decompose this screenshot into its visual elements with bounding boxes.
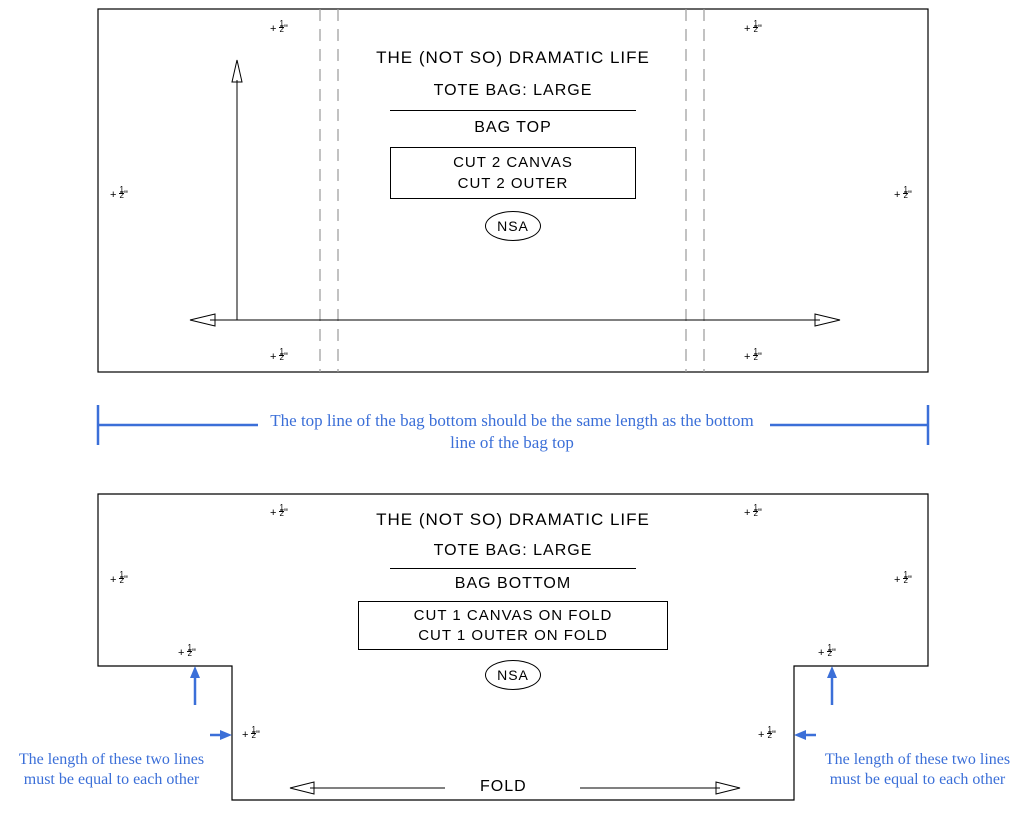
top-panel-labels: THE (NOT SO) DRAMATIC LIFE TOTE BAG: LAR… [350,48,676,241]
half-mark: + 12" [744,506,762,519]
half-mark: + 12" [270,22,288,35]
part-label: BAG BOTTOM [330,575,696,593]
arrowhead [220,730,232,740]
cut-line: CUT 2 OUTER [395,175,631,192]
half-mark: + 12" [894,573,912,586]
fold-label: FOLD [480,778,527,796]
middle-note: The top line of the bag bottom should be… [262,410,762,454]
right-note: The length of these two lines must be eq… [810,750,1024,790]
arrowhead [232,60,242,82]
divider [390,110,636,111]
stamp: NSA [485,660,541,690]
arrowhead [190,314,215,326]
arrowhead [190,666,200,678]
half-mark: + 12" [110,188,128,201]
half-mark: + 12" [242,728,260,741]
cut-line: CUT 1 OUTER ON FOLD [363,627,663,644]
stamp-wrap: NSA [350,211,676,241]
arrowhead [794,730,806,740]
arrowhead [827,666,837,678]
stamp: NSA [485,211,541,241]
cut-line: CUT 1 CANVAS ON FOLD [363,607,663,624]
arrowhead [290,782,314,794]
divider [390,568,636,569]
cut-box: CUT 1 CANVAS ON FOLD CUT 1 OUTER ON FOLD [358,601,668,650]
bottom-panel-labels: THE (NOT SO) DRAMATIC LIFE TOTE BAG: LAR… [330,510,696,690]
subtitle: TOTE BAG: LARGE [330,542,696,560]
cut-box: CUT 2 CANVAS CUT 2 OUTER [390,147,636,199]
half-mark: + 12" [178,646,196,659]
title: THE (NOT SO) DRAMATIC LIFE [330,510,696,530]
stamp-wrap: NSA [330,660,696,690]
cut-line: CUT 2 CANVAS [395,154,631,171]
half-mark: + 12" [818,646,836,659]
arrowhead [716,782,740,794]
part-label: BAG TOP [350,119,676,137]
half-mark: + 12" [744,350,762,363]
half-mark: + 12" [110,573,128,586]
left-note: The length of these two lines must be eq… [4,750,219,790]
half-mark: + 12" [744,22,762,35]
half-mark: + 12" [758,728,776,741]
half-mark: + 12" [270,350,288,363]
arrowhead [815,314,840,326]
title: THE (NOT SO) DRAMATIC LIFE [350,48,676,68]
half-mark: + 12" [270,506,288,519]
half-mark: + 12" [894,188,912,201]
subtitle: TOTE BAG: LARGE [350,82,676,100]
